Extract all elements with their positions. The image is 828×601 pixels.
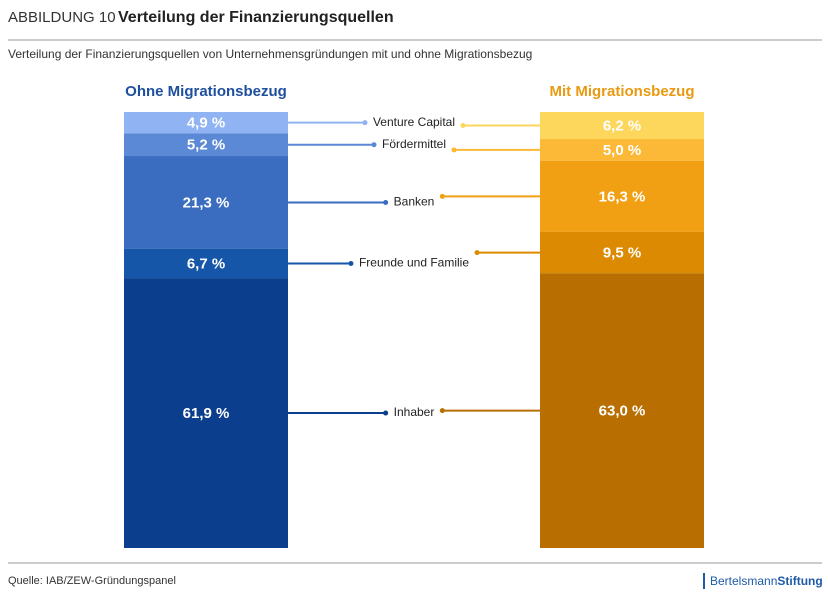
logo-bar [703,573,705,589]
value-label: 5,2 % [187,137,225,154]
connector-dot [460,123,466,129]
connector-dot [383,199,389,205]
value-label: 16,3 % [599,188,646,205]
chart-subtitle: Verteilung der Finanzierungsquellen von … [8,47,532,61]
connector-dot [439,408,445,414]
legend-label: Banken [394,195,435,209]
value-label: 6,7 % [187,255,225,272]
value-label: 63,0 % [599,403,646,420]
value-label: 5,0 % [603,142,641,159]
bar-segment [540,112,704,140]
value-label: 21,3 % [183,194,230,211]
connector-dot [451,147,457,153]
figure-number: ABBILDUNG 10 [8,9,116,26]
connector-dot [348,261,354,267]
logo-bold: Stiftung [777,574,822,588]
connector-dot [439,193,445,199]
legend-label: Venture Capital [373,115,455,129]
bar-segment [540,139,704,161]
logo-light: Bertelsmann [710,574,777,588]
connector-dot [383,410,389,416]
category-label: Ohne Migrationsbezug [125,83,287,100]
value-label: 4,9 % [187,115,225,132]
value-label: 61,9 % [183,405,230,422]
bar-segment [124,133,288,157]
bar-segment [124,248,288,279]
bar-segment [540,160,704,232]
connector-dot [474,250,480,256]
bar-segment [540,273,704,548]
logo: BertelsmannStiftung [710,574,823,588]
legend-label: Freunde und Familie [359,256,469,270]
bar-segment [124,112,288,134]
value-label: 9,5 % [603,245,641,262]
source: Quelle: IAB/ZEW-Gründungspanel [8,575,176,587]
legend-label: Inhaber [394,405,435,419]
value-label: 6,2 % [603,117,641,134]
bar-segment [124,156,288,249]
chart-title: Verteilung der Finanzierungsquellen [118,9,394,26]
connector-dot [362,120,368,126]
bar-segment [540,231,704,274]
legend-label: Fördermittel [382,137,446,151]
category-label: Mit Migrationsbezug [550,83,695,100]
connector-dot [371,142,377,148]
bar-segment [124,278,288,548]
